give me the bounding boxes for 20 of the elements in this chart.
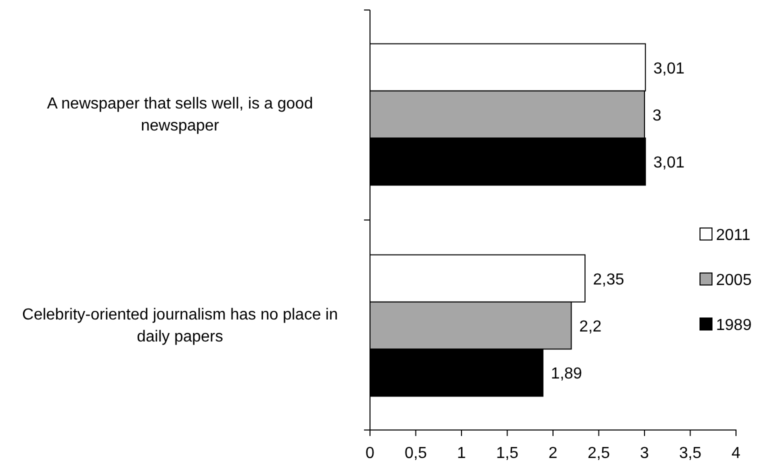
x-tick-label: 3,5 (679, 445, 702, 462)
legend-label: 1989 (716, 317, 752, 334)
y-tick-label: A newspaper that sells well, is a good newspaper (47, 95, 313, 134)
legend-label: 2011 (716, 227, 751, 244)
x-tick-label: 3 (640, 445, 650, 462)
data-label: 2,35 (593, 271, 624, 288)
x-tick-label: 1,5 (496, 445, 518, 462)
data-label: 3,01 (653, 154, 685, 172)
x-tick-label: 2 (548, 445, 558, 462)
data-label: 2,2 (579, 318, 602, 336)
x-tick-label: 2,5 (588, 445, 610, 462)
x-tick-label: 0,5 (404, 445, 427, 462)
x-tick-label: 4 (732, 445, 741, 462)
legend-label: 2005 (716, 272, 752, 289)
data-label: 1,89 (550, 366, 582, 383)
data-label: 3,01 (653, 60, 685, 78)
data-label: 3 (652, 107, 662, 124)
x-tick-label: 0 (366, 445, 375, 462)
y-tick-label: Celebrity-oriented journalism has no place in daily papers (22, 306, 338, 346)
x-tick-label: 1 (457, 445, 466, 462)
